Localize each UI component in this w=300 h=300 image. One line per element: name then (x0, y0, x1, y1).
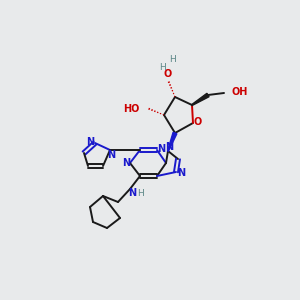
Polygon shape (167, 132, 177, 151)
Text: N: N (128, 188, 136, 198)
Text: H: H (159, 64, 165, 73)
Text: HO: HO (123, 104, 139, 114)
Text: O: O (164, 69, 172, 79)
Text: H: H (169, 56, 176, 64)
Text: OH: OH (232, 87, 248, 97)
Text: N: N (177, 168, 185, 178)
Polygon shape (192, 93, 209, 105)
Text: H: H (136, 188, 143, 197)
Text: N: N (122, 158, 130, 168)
Text: N: N (86, 137, 94, 147)
Text: N: N (107, 150, 115, 160)
Text: O: O (194, 117, 202, 127)
Text: N: N (157, 144, 165, 154)
Text: N: N (165, 142, 173, 152)
